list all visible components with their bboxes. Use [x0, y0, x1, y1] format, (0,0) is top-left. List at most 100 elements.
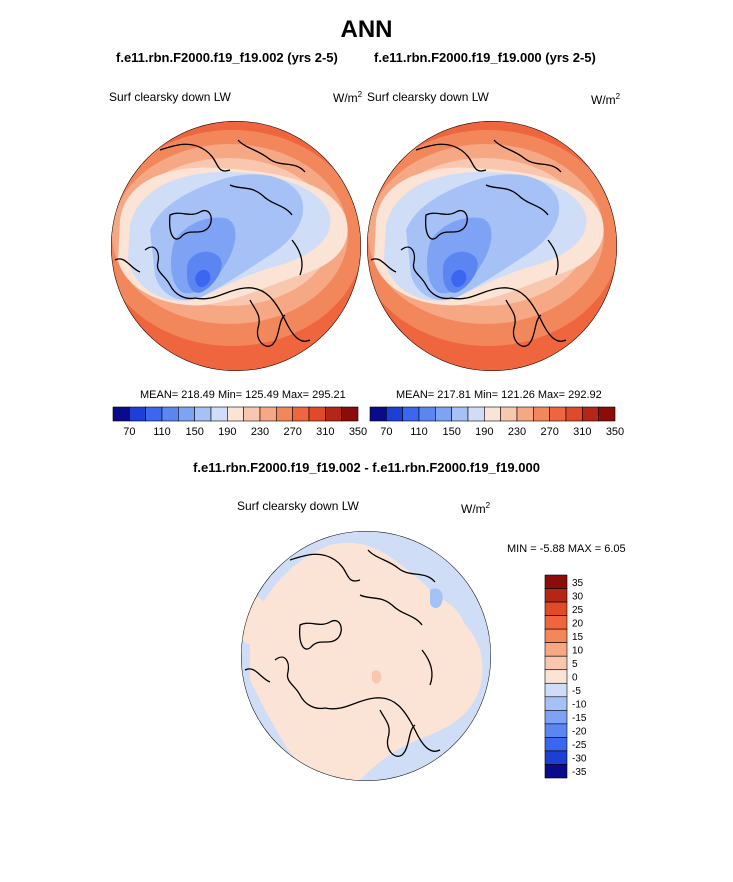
right-colorbar-box [516, 406, 534, 422]
left-colorbar-box [129, 406, 146, 422]
right-panel-title: Surf clearsky down LW [367, 90, 489, 104]
left-colorbar-box [325, 406, 342, 422]
diff-colorbar-tick-label: -15 [572, 713, 587, 724]
diff-colorbar-box [544, 615, 568, 630]
diff-map [241, 531, 491, 781]
right-colorbar-box [386, 406, 403, 422]
diff-colorbar-tick-label: -35 [572, 767, 587, 778]
left-colorbar-box [194, 406, 212, 422]
diff-colorbar-box [544, 669, 568, 684]
diff-colorbar-tick-label: 0 [572, 673, 578, 684]
left-colorbar: 70 110 150 190 230 270 310 350 [112, 406, 367, 438]
diff-colorbar-box [544, 682, 568, 698]
right-colorbar-box [598, 406, 616, 422]
right-colorbar-tick-label: 70 [380, 426, 392, 438]
diff-colorbar-tick-label: 10 [572, 645, 584, 656]
right-map [367, 121, 617, 371]
diff-colorbar-box [544, 588, 568, 603]
right-colorbar-tick-label: 350 [606, 426, 624, 438]
diff-colorbar-box [544, 628, 568, 643]
right-colorbar-box [533, 406, 550, 422]
left-colorbar-box [243, 406, 261, 422]
right-colorbar-box [549, 406, 567, 422]
left-colorbar-box [210, 406, 228, 422]
right-colorbar-tick-label: 110 [410, 426, 428, 438]
left-colorbar-box [227, 406, 244, 422]
diff-colorbar-tick-label: 20 [572, 618, 584, 629]
diff-panel-units: W/m2 [461, 501, 491, 516]
right-colorbar-box [435, 406, 452, 422]
diff-colorbar-box [544, 642, 568, 657]
left-colorbar-box [259, 406, 277, 422]
left-colorbar-tick-label: 110 [153, 426, 171, 438]
right-colorbar-box [369, 406, 387, 422]
diff-colorbar-tick-label: -20 [572, 727, 587, 738]
right-colorbar-box [582, 406, 599, 422]
diff-map-pos-tongue [410, 595, 466, 656]
diff-colorbar-tick-label: 5 [572, 659, 578, 670]
left-map-band-130 [195, 269, 211, 288]
diff-colorbar-box [544, 655, 568, 671]
diff-colorbar-box [544, 764, 568, 779]
diff-colorbar-tick-label: 25 [572, 605, 584, 616]
left-colorbar-tick-label: 70 [123, 426, 135, 438]
right-colorbar-tick-label: 270 [540, 426, 558, 438]
left-colorbar-box [161, 406, 179, 422]
right-colorbar-box [484, 406, 501, 422]
diff-stats: MIN = -5.88 MAX = 6.05 [507, 543, 626, 555]
right-colorbar-box [402, 406, 420, 422]
right-map-coastlines [370, 139, 567, 347]
case-right-title: f.e11.rbn.F2000.f19_f19.000 (yrs 2-5) [374, 50, 596, 65]
left-panel-units: W/m2 [333, 90, 363, 105]
diff-panel-title: Surf clearsky down LW [237, 499, 359, 513]
left-colorbar-box [145, 406, 163, 422]
right-panel-units: W/m2 [591, 92, 621, 107]
diff-colorbar-tick-label: 35 [572, 578, 584, 589]
diff-colorbar-box [544, 710, 568, 725]
right-colorbar-box [467, 406, 485, 422]
diff-map-neg-spot [430, 588, 443, 609]
left-map-coastlines [114, 139, 311, 347]
diff-map-coastlines [244, 549, 441, 757]
diff-colorbar-tick-label: -25 [572, 740, 587, 751]
diff-colorbar-box [544, 574, 568, 589]
diff-colorbar-box [544, 696, 568, 711]
right-colorbar-tick-label: 150 [442, 426, 460, 438]
right-colorbar-box [500, 406, 518, 422]
right-colorbar-tick-label: 310 [573, 426, 591, 438]
left-stats: MEAN= 218.49 Min= 125.49 Max= 295.21 [140, 389, 346, 401]
diff-colorbar-tick-label: 15 [572, 632, 584, 643]
diff-title: f.e11.rbn.F2000.f19_f19.002 - f.e11.rbn.… [193, 460, 540, 475]
left-colorbar-box [292, 406, 310, 422]
diff-colorbar-box [544, 723, 568, 738]
left-colorbar-box [112, 406, 130, 422]
right-colorbar-tick-label: 190 [475, 426, 493, 438]
left-colorbar-box [308, 406, 326, 422]
case-left-title: f.e11.rbn.F2000.f19_f19.002 (yrs 2-5) [116, 50, 338, 65]
left-panel-title: Surf clearsky down LW [109, 90, 231, 104]
diff-colorbar-box [544, 750, 568, 765]
diff-colorbar-tick-label: -10 [572, 700, 587, 711]
right-colorbar-box [418, 406, 436, 422]
left-colorbar-tick-label: 310 [316, 426, 334, 438]
diff-colorbar-tick-label: -30 [572, 754, 587, 765]
right-map-band-130 [451, 269, 467, 288]
diff-colorbar-box [544, 601, 568, 616]
right-colorbar-box [565, 406, 583, 422]
right-colorbar: 70 110 150 190 230 270 310 350 [369, 406, 624, 438]
left-colorbar-box [178, 406, 195, 422]
left-colorbar-tick-label: 350 [349, 426, 367, 438]
diff-colorbar-box [544, 737, 568, 752]
right-colorbar-box [451, 406, 469, 422]
left-colorbar-tick-label: 230 [251, 426, 269, 438]
left-colorbar-tick-label: 190 [218, 426, 236, 438]
diff-colorbar: 35 30 25 20 15 10 5 0 -5 -10 -15 -20 -25 -30 -35 [544, 574, 587, 779]
diff-map-pos-spot [372, 670, 382, 684]
left-map [111, 121, 361, 371]
diff-colorbar-tick-label: 30 [572, 591, 584, 602]
diff-colorbar-tick-label: -5 [572, 686, 581, 697]
left-colorbar-tick-label: 270 [283, 426, 301, 438]
left-colorbar-tick-label: 150 [185, 426, 203, 438]
left-colorbar-box [276, 406, 293, 422]
